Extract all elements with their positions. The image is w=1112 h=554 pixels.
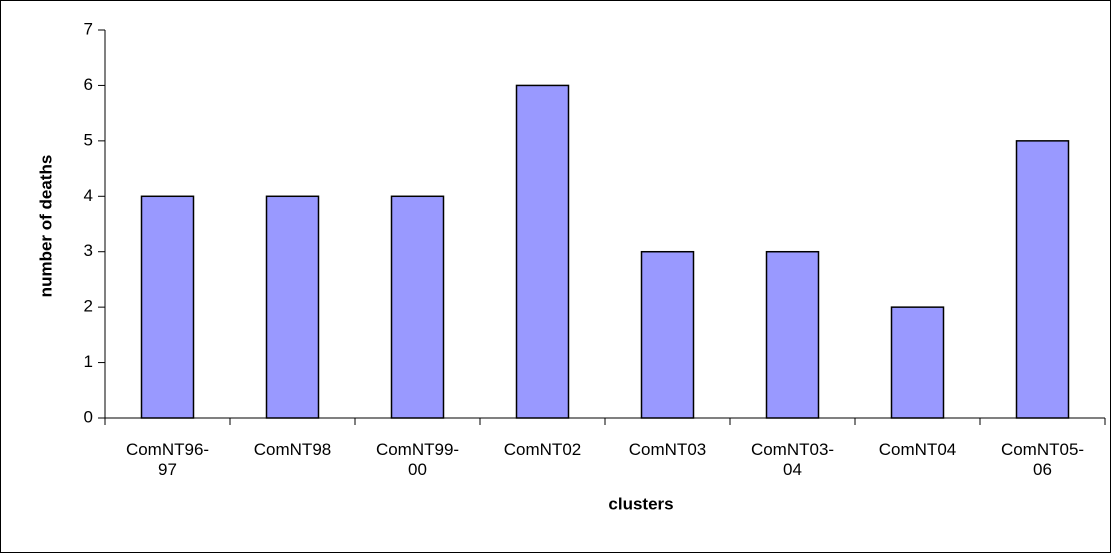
x-tick-label: ComNT04 xyxy=(878,440,957,459)
x-tick-label: ComNT05-06 xyxy=(1000,440,1085,479)
x-tick-label: ComNT03 xyxy=(628,440,707,459)
x-tick-label: ComNT03-04 xyxy=(750,440,835,479)
x-axis-title: clusters xyxy=(608,494,673,513)
x-tick-label: ComNT99-00 xyxy=(375,440,460,479)
y-tick-label: 6 xyxy=(84,75,93,94)
y-tick-label: 2 xyxy=(84,297,93,316)
x-tick-label: ComNT96-97 xyxy=(125,440,210,479)
bar xyxy=(1015,140,1070,419)
y-axis-title: number of deaths xyxy=(36,155,55,298)
y-tick-label: 4 xyxy=(84,186,93,205)
bar xyxy=(890,306,945,419)
x-tick-label: ComNT02 xyxy=(503,440,582,459)
x-tick-label: ComNT98 xyxy=(253,440,332,459)
y-tick-label: 5 xyxy=(84,130,93,149)
y-tick-label: 3 xyxy=(84,241,93,260)
bar xyxy=(640,250,695,419)
y-tick-label: 0 xyxy=(84,407,93,426)
y-tick-label: 7 xyxy=(84,19,93,38)
bar xyxy=(140,195,195,419)
bar xyxy=(390,195,445,419)
bar xyxy=(515,84,570,419)
bar xyxy=(265,195,320,419)
y-tick-label: 1 xyxy=(84,352,93,371)
bar xyxy=(765,250,820,419)
